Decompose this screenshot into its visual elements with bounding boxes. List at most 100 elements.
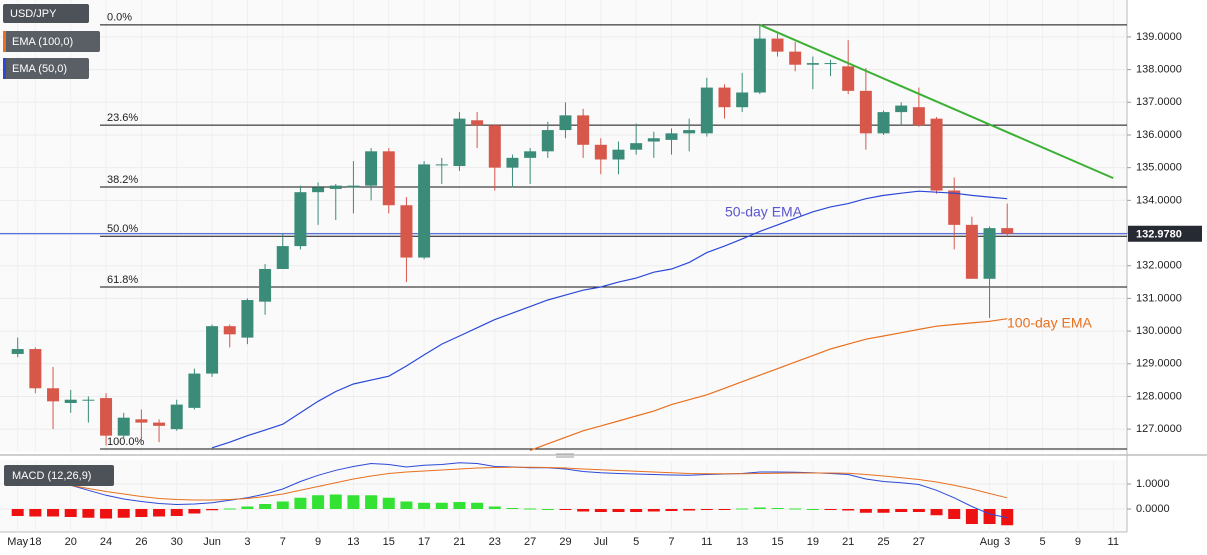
x-tick-label: 13 xyxy=(736,536,748,548)
x-tick-label: 9 xyxy=(1075,536,1081,548)
x-tick-label: 29 xyxy=(559,536,571,548)
macd-bar xyxy=(524,508,537,510)
macd-bar xyxy=(736,508,749,510)
ema-line xyxy=(529,318,1008,451)
candle-body xyxy=(630,143,643,150)
macd-bar xyxy=(506,508,519,509)
macd-bar xyxy=(47,509,60,517)
candle-body xyxy=(453,118,466,167)
y-tick-label: 130.0000 xyxy=(1136,325,1182,337)
candle-body xyxy=(700,87,713,134)
x-tick-label: 7 xyxy=(280,536,286,548)
macd-bar xyxy=(29,509,42,517)
x-tick-label: 23 xyxy=(489,536,501,548)
candle-body xyxy=(577,115,590,145)
macd-bar xyxy=(647,509,660,512)
legend-label: EMA (100,0) xyxy=(12,36,73,48)
candle-body xyxy=(241,300,254,338)
candle-body xyxy=(647,138,660,142)
candle-body xyxy=(365,151,378,186)
macd-bar xyxy=(842,509,855,511)
macd-bar xyxy=(471,502,484,509)
candle-body xyxy=(806,63,819,65)
macd-bar xyxy=(329,494,342,509)
candle-body xyxy=(188,373,201,408)
x-tick-label: 5 xyxy=(633,536,639,548)
candle-body xyxy=(842,66,855,91)
macd-bar xyxy=(895,509,908,512)
macd-bar xyxy=(859,509,872,513)
macd-bar xyxy=(700,509,713,510)
y-tick-label: 128.0000 xyxy=(1136,390,1182,402)
macd-bar xyxy=(683,509,696,511)
candle-body xyxy=(471,120,484,126)
candle-body xyxy=(47,388,60,402)
candle-body xyxy=(64,399,77,403)
macd-bar xyxy=(206,509,219,511)
macd-bar xyxy=(453,502,466,509)
plot: 0.0% 23.6% 38.2% 50.0% 61.8% 100.0% xyxy=(0,12,1127,526)
candle-body xyxy=(594,144,607,160)
x-tick-label: 11 xyxy=(1108,536,1119,548)
candle-body xyxy=(117,417,130,436)
macd-bar xyxy=(912,509,925,512)
macd-bar xyxy=(11,509,24,516)
candle-body xyxy=(541,130,554,152)
candle-body xyxy=(983,228,996,279)
macd-bar xyxy=(789,508,802,510)
candle-body xyxy=(329,185,342,189)
x-tick-label: 13 xyxy=(347,536,359,548)
macd-bar xyxy=(347,495,360,509)
candle-body xyxy=(948,190,961,225)
macd-bar xyxy=(400,501,413,509)
x-tick-label: Jun xyxy=(203,536,221,548)
candle-body xyxy=(400,205,413,258)
annotation: 50-day EMA xyxy=(725,204,803,220)
y-tick-label: 129.0000 xyxy=(1136,358,1182,370)
x-tick-label: 21 xyxy=(842,536,854,548)
y-tick-label: 137.0000 xyxy=(1136,96,1182,108)
candle-body xyxy=(895,105,908,113)
signal-line xyxy=(17,466,1008,501)
x-tick-label: 9 xyxy=(315,536,321,548)
macd-bar xyxy=(718,509,731,510)
macd-bar xyxy=(365,495,378,509)
candle-body xyxy=(789,51,802,65)
macd-bar xyxy=(294,497,307,509)
x-tick-label: Aug xyxy=(980,536,1000,548)
macd-bar xyxy=(983,509,996,524)
x-tick-label: 7 xyxy=(668,536,674,548)
x-tick-label: 18 xyxy=(29,536,41,548)
annotation: 100-day EMA xyxy=(1007,315,1092,331)
macd-bar xyxy=(100,509,113,519)
candle-body xyxy=(612,149,625,160)
candle-body xyxy=(170,404,183,430)
macd-bar xyxy=(771,508,784,509)
x-tick-label: 11 xyxy=(701,536,712,548)
macd-bar xyxy=(82,509,95,518)
y-tick-label: 1.0000 xyxy=(1136,478,1170,490)
candle-body xyxy=(435,164,448,166)
candle-body xyxy=(100,398,113,436)
y-tick-label: 138.0000 xyxy=(1136,64,1182,76)
candle-body xyxy=(11,349,24,354)
candle-body xyxy=(824,63,837,65)
fib-label: 50.0% xyxy=(107,223,138,235)
candle-body xyxy=(135,419,148,423)
candle-body xyxy=(418,164,431,258)
candle-body xyxy=(153,422,166,426)
y-tick-label: 0.0000 xyxy=(1136,503,1170,515)
candle-body xyxy=(259,268,272,302)
x-tick-label: 25 xyxy=(877,536,889,548)
macd-bar xyxy=(188,509,201,514)
x-tick-label: Jul xyxy=(594,536,608,548)
macd-label: MACD (12,26,9) xyxy=(12,470,91,482)
candle-body xyxy=(276,246,289,269)
candle-body xyxy=(206,326,219,374)
fib-label: 38.2% xyxy=(107,174,138,186)
macd-bar xyxy=(153,509,166,517)
macd-bar xyxy=(223,508,236,510)
candle-body xyxy=(506,157,519,168)
candle-body xyxy=(559,115,572,131)
macd-bar xyxy=(241,506,254,509)
